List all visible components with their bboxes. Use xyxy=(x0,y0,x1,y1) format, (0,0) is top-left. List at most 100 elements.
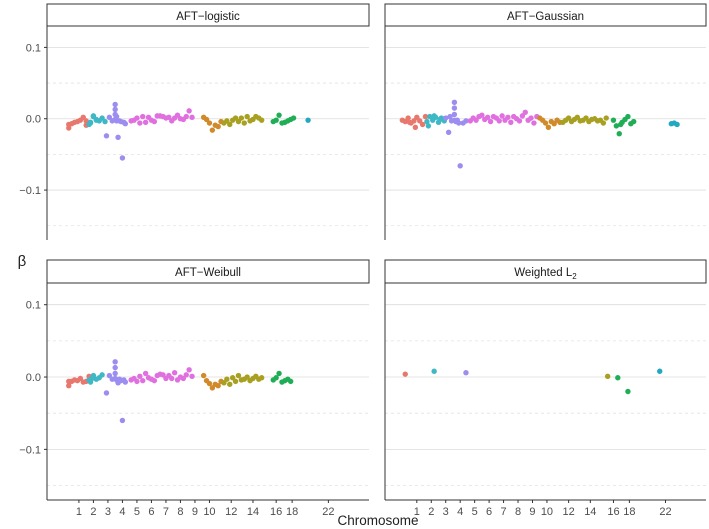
data-point xyxy=(166,114,172,121)
series-4 xyxy=(604,373,611,380)
data-point xyxy=(140,377,146,384)
data-point xyxy=(484,114,491,121)
data-point xyxy=(189,373,195,380)
facet-strip xyxy=(46,3,370,27)
data-point xyxy=(77,375,84,382)
data-point xyxy=(545,124,552,130)
data-point xyxy=(89,375,95,382)
x-tick-label: 14 xyxy=(584,506,596,518)
data-point xyxy=(604,373,611,380)
x-tick-label: 8 xyxy=(177,506,183,518)
data-point xyxy=(180,375,187,382)
data-point xyxy=(232,378,239,385)
data-point xyxy=(206,120,213,126)
data-point xyxy=(142,370,149,377)
facet-title-subscript: 2 xyxy=(572,272,577,281)
series-1 xyxy=(399,113,429,130)
data-point xyxy=(66,378,72,385)
data-point xyxy=(600,120,607,126)
y-tick-label: 0.0 xyxy=(26,372,41,384)
data-point xyxy=(276,370,282,377)
data-point xyxy=(463,118,469,124)
x-tick-label: 12 xyxy=(225,506,237,518)
data-point xyxy=(451,105,458,111)
data-point xyxy=(183,372,189,378)
data-point xyxy=(134,115,140,121)
data-point xyxy=(437,116,443,123)
data-point xyxy=(90,113,97,119)
x-tick-label: 4 xyxy=(457,506,463,518)
x-tick-label: 16 xyxy=(607,506,619,518)
data-point xyxy=(505,114,511,121)
data-point xyxy=(419,121,426,128)
data-point xyxy=(273,375,279,381)
series-1 xyxy=(402,371,408,377)
series-7 xyxy=(270,112,297,126)
data-point xyxy=(186,108,192,114)
series-5 xyxy=(200,114,224,133)
data-point xyxy=(134,378,140,385)
series-6 xyxy=(221,372,265,387)
x-tick-label: 3 xyxy=(105,506,111,518)
data-point xyxy=(112,359,118,365)
facet-title: Weighted L2 xyxy=(514,267,577,281)
data-point xyxy=(487,118,494,125)
data-point xyxy=(160,372,166,378)
series-8 xyxy=(305,117,311,123)
data-point xyxy=(287,378,294,385)
data-point xyxy=(411,118,417,124)
series-7 xyxy=(610,113,637,137)
y-axis-label: β xyxy=(18,253,27,270)
data-point xyxy=(224,118,230,124)
data-point xyxy=(137,373,143,380)
y-tick-label: 0.1 xyxy=(26,300,41,312)
series-3 xyxy=(463,369,469,376)
series-2 xyxy=(431,368,437,374)
data-point xyxy=(427,113,433,120)
data-point xyxy=(431,368,437,374)
data-point xyxy=(66,383,72,389)
series-2 xyxy=(86,113,108,128)
data-point xyxy=(200,372,207,379)
data-point xyxy=(112,370,118,377)
series-4 xyxy=(467,109,540,126)
data-point xyxy=(151,377,158,384)
data-point xyxy=(603,115,609,121)
x-tick-label: 5 xyxy=(472,506,478,518)
series-5 xyxy=(200,372,224,391)
data-point xyxy=(305,117,311,123)
data-point xyxy=(565,115,572,121)
data-point xyxy=(273,117,279,123)
data-point xyxy=(290,115,297,121)
x-tick-label: 18 xyxy=(623,506,635,518)
x-tick-label: 10 xyxy=(541,506,553,518)
data-point xyxy=(112,106,118,113)
data-point xyxy=(203,116,210,123)
data-point xyxy=(551,121,557,127)
data-point xyxy=(531,120,537,126)
data-point xyxy=(473,117,479,123)
x-tick-label: 18 xyxy=(286,506,298,518)
data-point xyxy=(80,114,86,121)
data-point xyxy=(657,368,663,374)
series-4 xyxy=(128,108,195,126)
data-point xyxy=(425,123,432,129)
x-tick-label: 9 xyxy=(529,506,535,518)
series-2 xyxy=(424,113,447,129)
data-point xyxy=(215,383,221,389)
x-tick-label: 6 xyxy=(486,506,492,518)
series-7 xyxy=(270,370,294,385)
panel-4: Weighted L21 2 3 4 5 6 7 8 9 10 12 14 16 18 22 xyxy=(384,259,707,518)
data-point xyxy=(122,379,129,385)
data-point xyxy=(417,118,423,124)
y-tick-label: −0.1 xyxy=(19,185,41,197)
data-point xyxy=(542,120,549,126)
data-point xyxy=(99,372,105,378)
x-tick-label: 22 xyxy=(322,506,334,518)
facet-title: AFT−Weibull xyxy=(175,267,241,279)
data-point xyxy=(169,375,175,382)
data-point xyxy=(424,118,430,125)
x-tick-label: 4 xyxy=(119,506,125,518)
x-tick-label: 2 xyxy=(428,506,434,518)
data-point xyxy=(445,129,452,135)
